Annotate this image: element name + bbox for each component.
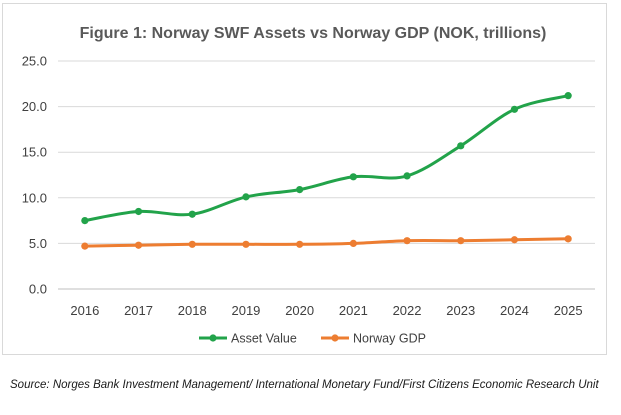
asset-value-point [403, 172, 411, 180]
x-tick-label: 2025 [554, 303, 583, 318]
y-tick-label: 15.0 [22, 145, 47, 160]
chart-title: Figure 1: Norway SWF Assets vs Norway GD… [80, 25, 547, 42]
asset-value-point [188, 210, 196, 218]
x-tick-label: 2017 [124, 303, 153, 318]
asset-value-point [349, 173, 357, 181]
norway-gdp-point [564, 235, 572, 243]
norway-gdp-point [81, 242, 89, 250]
legend: Asset Value Norway GDP [199, 332, 426, 346]
norway-gdp-line [83, 237, 570, 248]
x-tick-label: 2019 [231, 303, 260, 318]
norway-gdp-point [403, 237, 411, 245]
asset-value-point [296, 185, 304, 194]
x-tick-label: 2024 [500, 303, 529, 318]
legend-label: Norway GDP [353, 332, 426, 346]
x-axis-ticks: 2016 2017 2018 2019 2020 2021 2022 2023 2024 2025 [70, 303, 582, 318]
y-tick-label: 10.0 [22, 190, 47, 205]
norway-gdp-point [457, 237, 465, 245]
norway-gdp-point [242, 240, 250, 248]
y-tick-label: 25.0 [22, 54, 47, 69]
asset-value-point [134, 207, 143, 216]
asset-value-legend-marker [209, 334, 217, 342]
x-tick-label: 2020 [285, 303, 314, 318]
norway-gdp-point [349, 239, 357, 247]
asset-value-point [242, 193, 250, 201]
norway-gdp-point [510, 236, 519, 244]
line-chart: Figure 1: Norway SWF Assets vs Norway GD… [22, 25, 595, 346]
asset-value-point [81, 217, 89, 225]
y-tick-label: 20.0 [22, 99, 47, 114]
gridlines [58, 60, 595, 290]
source-note: Source: Norges Bank Investment Managemen… [10, 379, 599, 391]
asset-value-point [564, 92, 572, 100]
norway-gdp-point [188, 240, 196, 248]
norway-gdp-point [134, 241, 143, 249]
legend-label: Asset Value [231, 332, 297, 346]
asset-value-point [510, 105, 519, 113]
x-tick-label: 2018 [178, 303, 207, 318]
x-tick-label: 2023 [446, 303, 475, 318]
asset-value-line [83, 94, 570, 223]
x-tick-label: 2021 [339, 303, 368, 318]
asset-value-point [457, 142, 465, 150]
chart-frame: Figure 1: Norway SWF Assets vs Norway GD… [2, 3, 607, 355]
norway-gdp-legend-marker [331, 334, 339, 342]
y-axis-ticks: 0.0 5.0 10.0 15.0 20.0 25.0 [22, 54, 47, 297]
norway-gdp-point [296, 240, 304, 248]
y-tick-label: 5.0 [29, 236, 47, 251]
series-lines [81, 92, 572, 250]
x-tick-label: 2016 [70, 303, 99, 318]
y-tick-label: 0.0 [29, 282, 47, 297]
x-tick-label: 2022 [393, 303, 422, 318]
